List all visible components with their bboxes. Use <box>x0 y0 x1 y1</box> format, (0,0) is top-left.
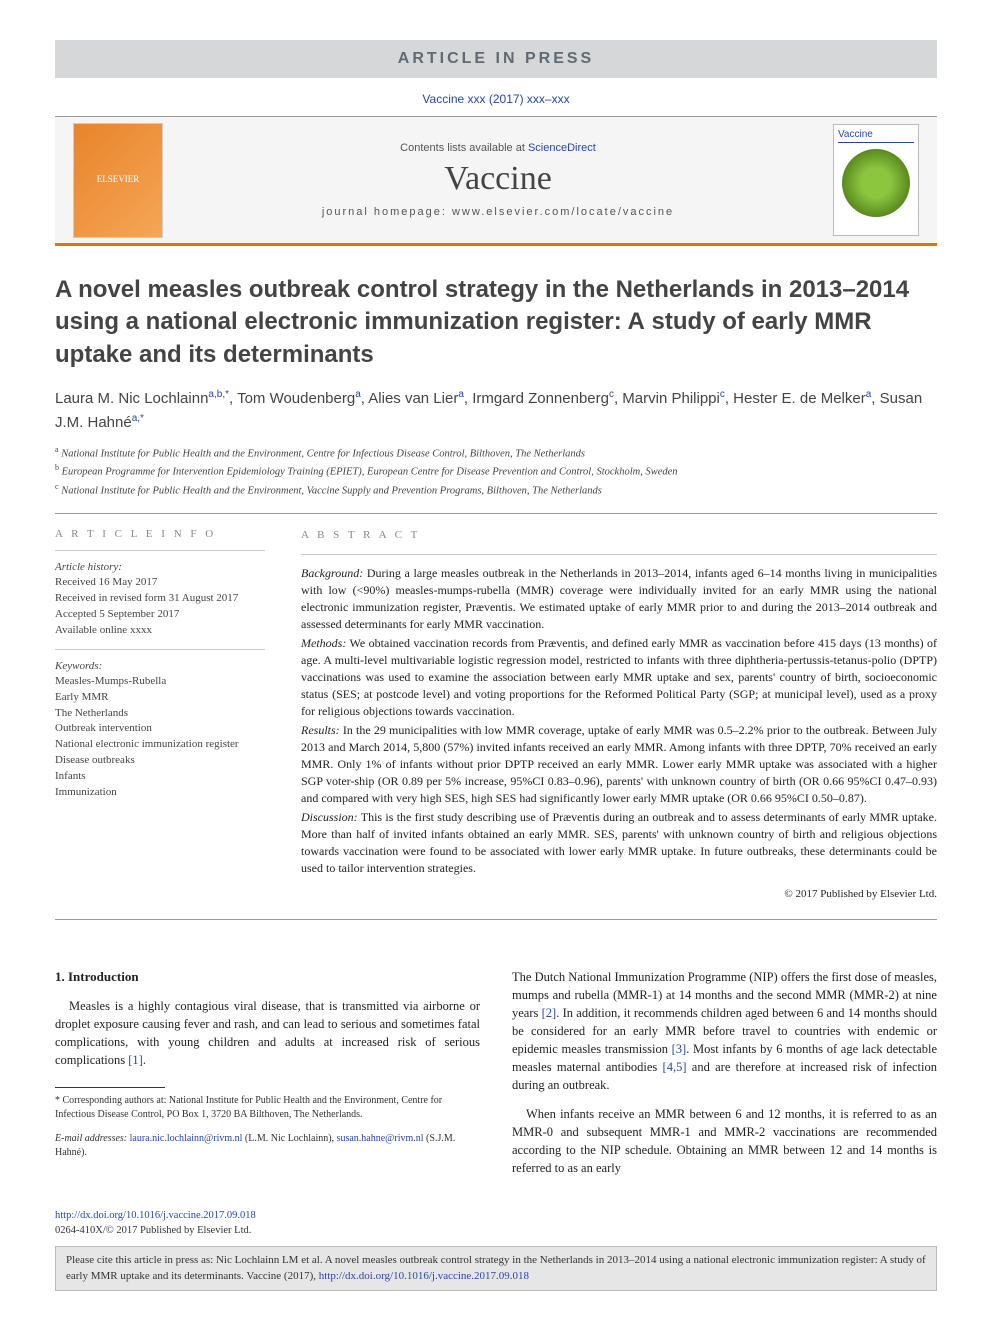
citation-link[interactable]: [3] <box>672 1042 687 1056</box>
citation-link[interactable]: [4,5] <box>663 1060 687 1074</box>
contents-prefix: Contents lists available at <box>400 142 528 154</box>
email-name-1: (L.M. Nic Lochlainn), <box>242 1133 336 1144</box>
section-heading: 1. Introduction <box>55 968 480 987</box>
citation-box: Please cite this article in press as: Ni… <box>55 1246 937 1291</box>
keyword-line: Disease outbreaks <box>55 753 265 769</box>
article-in-press-bar: ARTICLE IN PRESS <box>55 40 937 78</box>
abstract-section: Background: During a large measles outbr… <box>301 565 937 633</box>
doi-row: http://dx.doi.org/10.1016/j.vaccine.2017… <box>55 1209 937 1238</box>
right-column: The Dutch National Immunization Programm… <box>512 968 937 1187</box>
keyword-line: National electronic immunization registe… <box>55 737 265 753</box>
cover-title: Vaccine <box>838 129 914 143</box>
left-column: 1. Introduction Measles is a highly cont… <box>55 968 480 1187</box>
citation-link[interactable]: [2] <box>542 1006 557 1020</box>
abstract: A B S T R A C T Background: During a lar… <box>301 528 937 903</box>
footnote-separator <box>55 1087 165 1088</box>
reference-line: Vaccine xxx (2017) xxx–xxx <box>55 92 937 106</box>
intro-para-1: Measles is a highly contagious viral dis… <box>55 997 480 1070</box>
history-line: Accepted 5 September 2017 <box>55 607 265 623</box>
elsevier-logo: ELSEVIER <box>73 123 163 238</box>
history-label: Article history: <box>55 561 265 573</box>
article-title: A novel measles outbreak control strateg… <box>55 274 937 371</box>
journal-name: Vaccine <box>181 160 815 198</box>
abstract-section: Results: In the 29 municipalities with l… <box>301 722 937 807</box>
abstract-section: Methods: We obtained vaccination records… <box>301 635 937 720</box>
cover-image <box>842 149 910 217</box>
journal-masthead: ELSEVIER Contents lists available at Sci… <box>55 116 937 246</box>
journal-cover-thumb: Vaccine <box>833 124 919 236</box>
article-info: A R T I C L E I N F O Article history: R… <box>55 528 265 903</box>
keyword-line: Immunization <box>55 785 265 801</box>
p1-tail: . <box>143 1053 146 1067</box>
issn-copyright: 0264-410X/© 2017 Published by Elsevier L… <box>55 1225 251 1236</box>
body-columns: 1. Introduction Measles is a highly cont… <box>55 968 937 1187</box>
journal-homepage[interactable]: journal homepage: www.elsevier.com/locat… <box>181 206 815 218</box>
info-abstract-row: A R T I C L E I N F O Article history: R… <box>55 528 937 903</box>
affiliations: a National Institute for Public Health a… <box>55 444 937 499</box>
right-para-1: The Dutch National Immunization Programm… <box>512 968 937 1095</box>
abstract-section: Discussion: This is the first study desc… <box>301 809 937 877</box>
abstract-copyright: © 2017 Published by Elsevier Ltd. <box>301 887 937 903</box>
sciencedirect-link[interactable]: ScienceDirect <box>528 142 596 154</box>
history-line: Available online xxxx <box>55 623 265 639</box>
divider <box>55 513 937 514</box>
cite-doi-link[interactable]: http://dx.doi.org/10.1016/j.vaccine.2017… <box>319 1270 529 1282</box>
email-link-1[interactable]: laura.nic.lochlainn@rivm.nl <box>130 1133 243 1144</box>
email-link-2[interactable]: susan.hahne@rivm.nl <box>337 1133 424 1144</box>
email-footnote: E-mail addresses: laura.nic.lochlainn@ri… <box>55 1132 480 1160</box>
page: ARTICLE IN PRESS Vaccine xxx (2017) xxx–… <box>0 0 992 1321</box>
citation-link[interactable]: [1] <box>128 1053 143 1067</box>
right-para-2: When infants receive an MMR between 6 an… <box>512 1105 937 1178</box>
p1-text: Measles is a highly contagious viral dis… <box>55 999 480 1067</box>
keyword-line: Outbreak intervention <box>55 721 265 737</box>
history-line: Received in revised form 31 August 2017 <box>55 591 265 607</box>
masthead-center: Contents lists available at ScienceDirec… <box>181 142 815 218</box>
contents-line: Contents lists available at ScienceDirec… <box>181 142 815 154</box>
keyword-line: Infants <box>55 769 265 785</box>
corresponding-author-note: * Corresponding authors at: National Ins… <box>55 1094 480 1122</box>
divider <box>55 919 937 920</box>
info-heading: A R T I C L E I N F O <box>55 528 265 540</box>
history-line: Received 16 May 2017 <box>55 575 265 591</box>
doi-link[interactable]: http://dx.doi.org/10.1016/j.vaccine.2017… <box>55 1210 256 1221</box>
keyword-line: The Netherlands <box>55 706 265 722</box>
email-label: E-mail addresses: <box>55 1133 130 1144</box>
keyword-line: Measles-Mumps-Rubella <box>55 674 265 690</box>
keywords-label: Keywords: <box>55 660 265 672</box>
history-lines: Received 16 May 2017Received in revised … <box>55 575 265 639</box>
authors-list: Laura M. Nic Lochlainna,b,*, Tom Woudenb… <box>55 387 937 434</box>
keyword-line: Early MMR <box>55 690 265 706</box>
keywords-lines: Measles-Mumps-RubellaEarly MMRThe Nether… <box>55 674 265 802</box>
abstract-heading: A B S T R A C T <box>301 528 937 544</box>
